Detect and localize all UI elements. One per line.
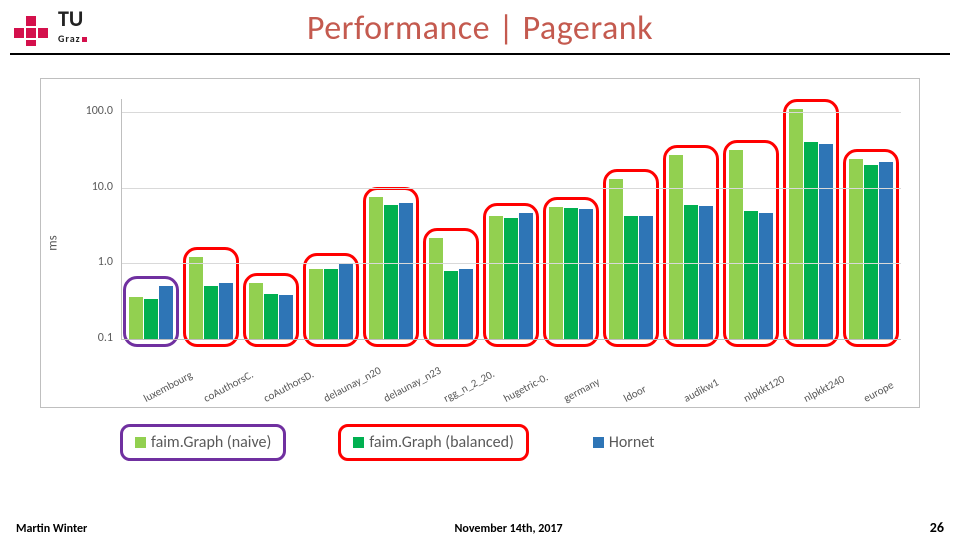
bar	[804, 142, 818, 339]
bar	[219, 283, 233, 339]
bar	[729, 150, 743, 339]
bar	[444, 271, 458, 339]
footer-author: Martin Winter	[16, 522, 87, 536]
chart-container: 0.1 1.0 10.0 100.0 ms luxembourg coAuthorsC.…	[40, 78, 920, 408]
x-tick-label: ldoor	[621, 392, 631, 405]
gridline	[121, 263, 901, 264]
x-tick-label: luxembourg	[141, 392, 151, 405]
title-text: Performance | Pagerank	[307, 8, 653, 49]
bar	[504, 218, 518, 339]
bar	[519, 213, 533, 339]
legend-label: faim.Graph (balanced)	[369, 433, 514, 452]
legend-swatch	[353, 437, 364, 448]
footer-date: November 14th, 2017	[455, 522, 563, 536]
y-tick-label: 0.1	[53, 331, 113, 345]
bar	[384, 205, 398, 339]
x-axis-labels: luxembourg coAuthorsC. coAuthorsD. delaunay…	[121, 343, 901, 403]
legend-label: faim.Graph (naive)	[151, 433, 271, 452]
plot-area	[121, 99, 901, 339]
legend-label: Hornet	[609, 433, 655, 452]
bar	[759, 213, 773, 339]
bar	[399, 203, 413, 339]
bar	[609, 179, 623, 339]
y-axis-label: ms	[46, 235, 61, 250]
bar	[279, 295, 293, 339]
bar	[369, 197, 383, 339]
bar	[684, 205, 698, 339]
bar	[264, 294, 278, 339]
x-tick-label: nlpkkt120	[741, 392, 751, 405]
gridline	[121, 188, 901, 189]
gridline	[121, 112, 901, 113]
bar	[144, 299, 158, 339]
x-tick-label: germany	[561, 392, 571, 405]
bar	[864, 165, 878, 339]
bar	[204, 286, 218, 339]
y-tick-label: 100.0	[53, 104, 113, 118]
bar	[549, 207, 563, 339]
bar	[249, 283, 263, 339]
bar	[699, 206, 713, 339]
bar	[459, 269, 473, 339]
legend: faim.Graph (naive) faim.Graph (balanced) H…	[120, 424, 666, 461]
bar	[624, 216, 638, 339]
legend-swatch	[593, 437, 604, 448]
x-tick-label: nlpkkt240	[801, 392, 811, 405]
legend-item: Hornet	[581, 427, 667, 458]
legend-swatch	[135, 437, 146, 448]
bar	[849, 159, 863, 339]
bar	[639, 216, 653, 339]
y-tick-label: 10.0	[53, 180, 113, 194]
bar	[579, 209, 593, 339]
bar	[489, 216, 503, 339]
x-tick-label: audikw1	[681, 392, 691, 405]
y-axis: 0.11.010.0100.0	[41, 99, 119, 339]
bar	[309, 269, 323, 339]
slide-title: Performance | Pagerank	[0, 8, 960, 49]
x-tick-label: delaunay_n20	[321, 392, 331, 405]
bar	[669, 155, 683, 339]
bar	[744, 211, 758, 339]
page-number: 26	[930, 519, 944, 536]
bar	[129, 297, 143, 339]
legend-item: faim.Graph (naive)	[120, 424, 286, 461]
legend-item: faim.Graph (balanced)	[338, 424, 529, 461]
x-tick-label: coAuthorsD.	[261, 392, 271, 405]
footer: Martin Winter November 14th, 2017 26	[0, 519, 960, 536]
bar	[324, 269, 338, 339]
x-tick-label: europe	[861, 392, 871, 405]
bar	[189, 257, 203, 339]
bar	[819, 144, 833, 339]
bar	[339, 263, 353, 339]
bar	[159, 286, 173, 339]
x-tick-label: coAuthorsC.	[201, 392, 211, 405]
bar	[789, 109, 803, 339]
bar-groups	[121, 99, 901, 339]
x-tick-label: rgg_n_2_20.	[441, 392, 451, 405]
x-tick-label: hugetric-0.	[501, 392, 511, 405]
y-tick-label: 1.0	[53, 255, 113, 269]
bar	[564, 208, 578, 339]
x-tick-label: delaunay_n23	[381, 392, 391, 405]
bar	[429, 238, 443, 339]
title-underline	[10, 53, 950, 55]
